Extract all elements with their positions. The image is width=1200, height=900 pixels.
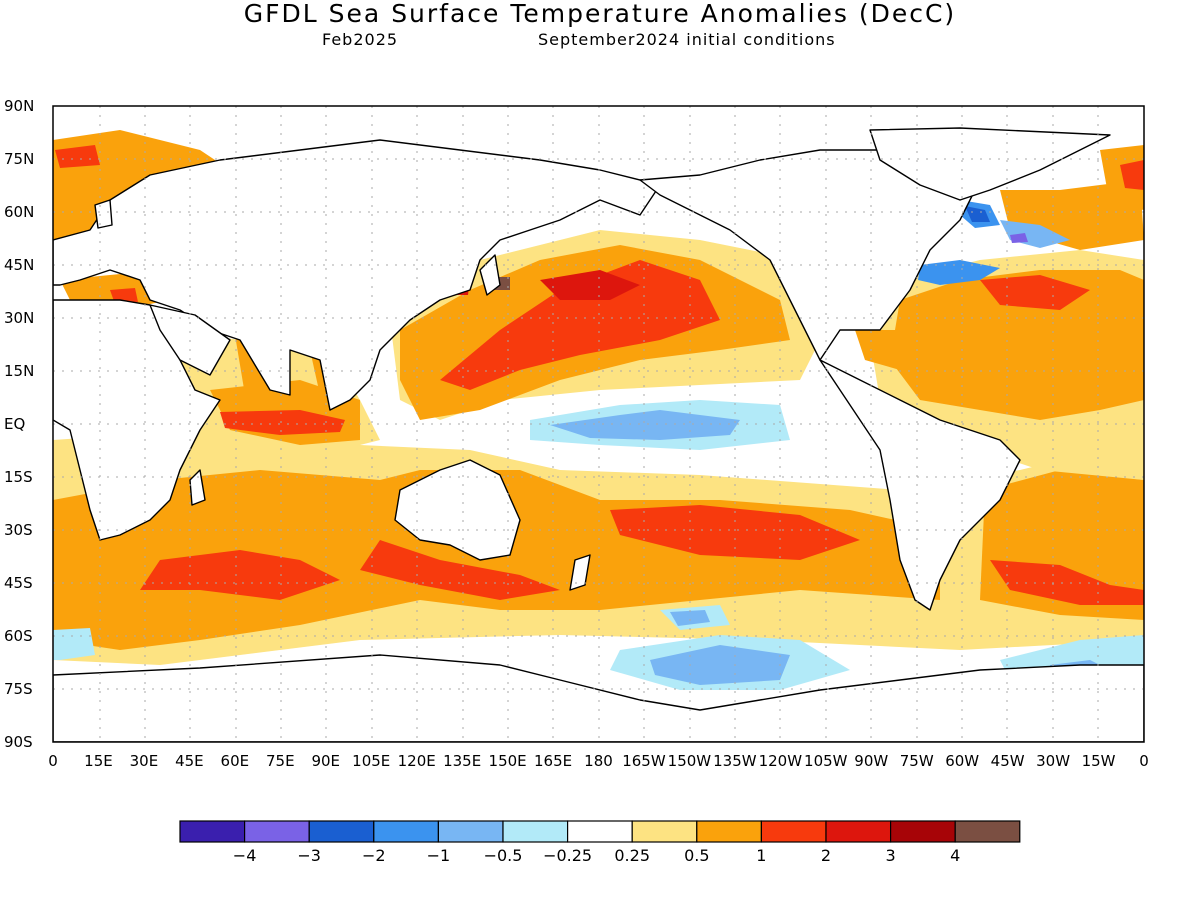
lon-label: 0 [48, 752, 58, 770]
lon-label: 105W [804, 752, 848, 770]
colorbar-label: 3 [885, 846, 896, 865]
lon-label: 0 [1139, 752, 1149, 770]
lat-label: 90S [4, 733, 33, 751]
lon-label: 45W [990, 752, 1025, 770]
lon-label: 15E [84, 752, 113, 770]
colorbar-swatch [825, 820, 892, 843]
lon-label: 30E [129, 752, 159, 770]
lat-label: EQ [4, 415, 26, 433]
colorbar-label: −2 [362, 846, 386, 865]
colorbar-label: 4 [950, 846, 961, 865]
colorbar-swatch [566, 820, 633, 843]
chart-title: GFDL Sea Surface Temperature Anomalies (… [243, 0, 957, 28]
lon-label: 90E [311, 752, 341, 770]
colorbar-label: −3 [297, 846, 321, 865]
land-masses [53, 127, 1144, 742]
lon-label: 45E [175, 752, 204, 770]
lon-label: 60W [945, 752, 980, 770]
colorbar-swatch [760, 820, 827, 843]
colorbar-label: −0.5 [483, 846, 523, 865]
colorbar-label: 0.25 [614, 846, 650, 865]
lon-label: 90W [854, 752, 889, 770]
lon-label: 15W [1081, 752, 1116, 770]
lon-label: 150E [488, 752, 527, 770]
lon-label: 30W [1036, 752, 1071, 770]
colorbar-label: −1 [426, 846, 451, 865]
lat-label: 60S [4, 627, 33, 645]
lat-label: 15S [4, 468, 33, 486]
colorbar-swatch [437, 820, 504, 843]
colorbar [179, 820, 1021, 843]
lon-label: 75E [265, 752, 295, 770]
colorbar-swatch [244, 820, 310, 843]
colorbar-swatch [308, 820, 375, 843]
lon-label: 180 [584, 752, 613, 770]
graticule [53, 106, 1144, 742]
lat-label: 15N [4, 362, 35, 380]
map-frame [52, 105, 1145, 743]
colorbar-swatch [889, 820, 956, 843]
colorbar-swatch [502, 820, 569, 843]
lon-label: 150W [667, 752, 712, 770]
initial-conditions: September2024 initial conditions [538, 30, 836, 49]
lon-label: 105E [352, 752, 391, 770]
anomaly-fields [53, 130, 1144, 690]
lon-label: 75W [899, 752, 934, 770]
lat-label: 30N [4, 309, 35, 327]
lat-label: 45S [4, 574, 33, 592]
lon-label: 165E [533, 752, 573, 770]
colorbar-label: 2 [820, 846, 832, 865]
forecast-month: Feb2025 [322, 30, 399, 49]
colorbar-label: −0.25 [543, 846, 593, 865]
colorbar-swatch [954, 820, 1021, 843]
lat-label: 30S [4, 521, 33, 539]
colorbar-label: −4 [232, 846, 257, 865]
lat-label: 45N [4, 256, 35, 274]
lon-label: 60E [220, 752, 250, 770]
lat-label: 75N [4, 150, 35, 168]
lon-label: 165W [622, 752, 666, 770]
lon-label: 120W [758, 752, 803, 770]
lon-label: 135W [713, 752, 757, 770]
colorbar-swatch [373, 820, 439, 843]
lat-label: 60N [4, 203, 35, 221]
colorbar-swatch [179, 820, 246, 843]
lon-label: 120E [397, 752, 436, 770]
lat-label: 90N [4, 97, 35, 115]
colorbar-label: 0.5 [684, 846, 710, 865]
colorbar-swatch [631, 820, 698, 843]
colorbar-label: 1 [756, 846, 767, 865]
colorbar-swatch [696, 820, 762, 843]
lat-label: 75S [4, 680, 33, 698]
lon-label: 135E [443, 752, 482, 770]
